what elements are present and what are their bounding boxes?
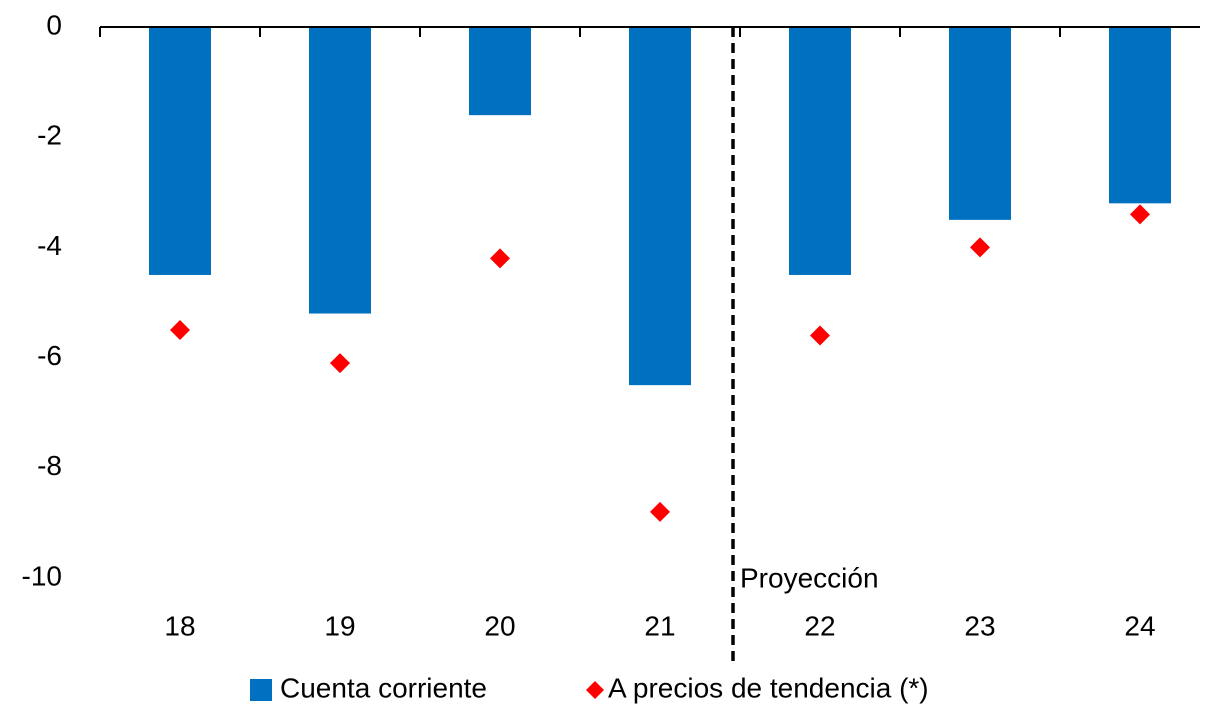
y-tick-label: 0: [46, 9, 62, 40]
y-tick-label: -4: [37, 230, 62, 261]
y-tick-label: -2: [37, 120, 62, 151]
marker: [490, 248, 510, 269]
y-tick-label: -6: [37, 340, 62, 371]
marker: [970, 237, 990, 258]
marker: [170, 320, 190, 341]
bar: [949, 27, 1011, 220]
x-tick-label: 20: [484, 610, 515, 641]
legend-swatch: [250, 679, 272, 701]
legend-swatch: [586, 681, 604, 699]
x-tick-label: 22: [804, 610, 835, 641]
y-tick-label: -10: [22, 560, 62, 591]
legend-label: Cuenta corriente: [280, 672, 487, 703]
x-tick-label: 18: [164, 610, 195, 641]
x-tick-label: 21: [644, 610, 675, 641]
x-tick-label: 24: [1124, 610, 1155, 641]
bar: [309, 27, 371, 314]
marker: [810, 325, 830, 346]
bar: [629, 27, 691, 386]
y-tick-label: -8: [37, 450, 62, 481]
legend-label: A precios de tendencia (*): [608, 672, 929, 703]
marker: [330, 353, 350, 374]
bar: [789, 27, 851, 275]
bar: [1109, 27, 1171, 204]
marker: [650, 501, 670, 522]
bar: [149, 27, 211, 275]
x-tick-label: 19: [324, 610, 355, 641]
bar: [469, 27, 531, 116]
marker: [1130, 204, 1150, 225]
x-tick-label: 23: [964, 610, 995, 641]
annotation: Proyección: [740, 562, 879, 593]
